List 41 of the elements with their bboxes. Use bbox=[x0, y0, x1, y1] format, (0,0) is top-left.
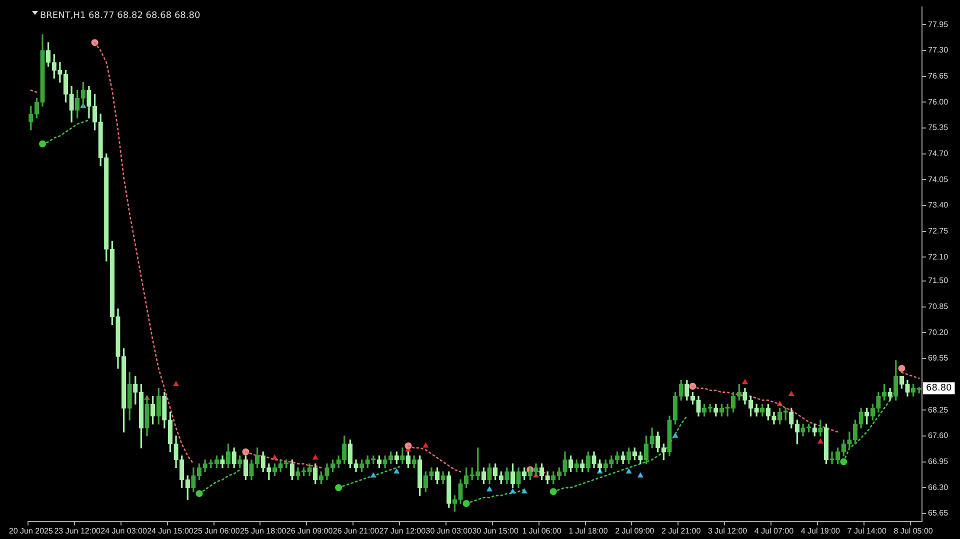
x-tick-label: 30 Jun 03:00 bbox=[426, 526, 473, 536]
x-tick-label: 8 Jul 05:00 bbox=[894, 526, 934, 536]
y-tick-label: 74.70 bbox=[928, 149, 949, 158]
y-tick-label: 67.60 bbox=[928, 431, 949, 440]
y-tick-label: 76.00 bbox=[928, 97, 949, 106]
x-tick-label: 24 Jun 03:00 bbox=[100, 526, 148, 536]
y-tick-label: 76.65 bbox=[928, 72, 949, 81]
y-tick-label: 72.75 bbox=[928, 226, 949, 236]
x-tick-label: 25 Jun 18:00 bbox=[240, 526, 287, 536]
y-tick-label: 72.10 bbox=[928, 252, 949, 262]
y-tick-label: 69.55 bbox=[928, 354, 949, 363]
y-tick-label: 77.95 bbox=[928, 20, 949, 29]
y-tick-label: 65.65 bbox=[928, 508, 949, 518]
y-tick-label: 71.50 bbox=[928, 276, 949, 286]
x-tick-label: 1 Jul 18:00 bbox=[568, 526, 608, 536]
x-tick-label: 30 Jun 15:00 bbox=[472, 526, 519, 536]
y-tick-label: 75.35 bbox=[928, 123, 949, 132]
x-tick-label: 25 Jun 06:00 bbox=[194, 526, 240, 536]
text: BRENT,H1 68.77 68.82 68.68 68.80 bbox=[40, 11, 200, 22]
x-tick-label: 2 Jul 09:00 bbox=[615, 526, 655, 536]
x-tick-label: 2 Jul 21:00 bbox=[662, 526, 702, 536]
x-tick-label: 23 Jun 12:00 bbox=[54, 526, 102, 536]
x-tick-label: 1 Jul 06:00 bbox=[522, 526, 562, 536]
x-tick-label: 20 Jun 2025 bbox=[8, 526, 54, 536]
x-tick-label: 24 Jun 15:00 bbox=[147, 526, 194, 536]
x-tick-label: 27 Jun 12:00 bbox=[379, 526, 426, 536]
y-tick-label: 77.30 bbox=[928, 46, 949, 55]
x-tick-label: 4 Jul 19:00 bbox=[800, 526, 841, 536]
x-tick-label: 26 Jun 09:00 bbox=[286, 526, 334, 536]
y-tick-label: 68.25 bbox=[928, 405, 949, 414]
x-tick-label: 26 Jun 21:00 bbox=[332, 526, 380, 536]
y-tick-label: 74.05 bbox=[928, 174, 949, 184]
y-tick-label: 73.40 bbox=[928, 200, 949, 210]
y-tick-label: 66.95 bbox=[928, 456, 949, 466]
x-tick-label: 7 Jul 14:00 bbox=[847, 526, 887, 536]
y-tick-label: 66.30 bbox=[928, 482, 949, 492]
y-tick-label: 70.20 bbox=[928, 328, 949, 337]
x-tick-label: 4 Jul 07:00 bbox=[754, 526, 794, 536]
x-tick-label: 3 Jul 12:00 bbox=[708, 526, 748, 536]
y-tick-label: 70.85 bbox=[928, 302, 949, 312]
annotation: 68.80 bbox=[926, 384, 952, 394]
